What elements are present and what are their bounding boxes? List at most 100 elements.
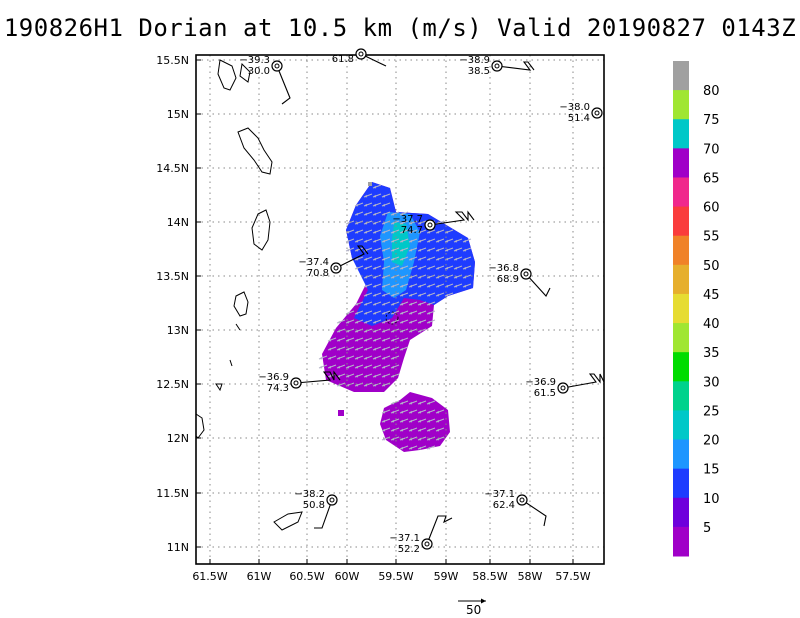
station-marker <box>424 219 436 231</box>
colorbar-segment <box>673 119 689 149</box>
station-marker <box>557 382 569 394</box>
station-wind: 62.4 <box>493 500 515 511</box>
station-temp: −37.1 <box>389 533 420 544</box>
station-wind: 30.0 <box>248 66 270 77</box>
island-st-vincent <box>233 291 249 317</box>
station-marker <box>516 494 528 506</box>
colorbar-segment <box>673 410 689 441</box>
wind-barb <box>525 273 551 297</box>
wind-barb <box>562 373 605 389</box>
island-st-lucia <box>251 209 271 251</box>
lon-label: 61W <box>247 570 272 583</box>
station-wind: 51.4 <box>568 113 590 124</box>
colorbar-segment <box>673 90 689 120</box>
colorbar-label: 65 <box>703 171 720 186</box>
station: 61.8 <box>332 48 387 67</box>
reference-vector-label: 50 <box>466 603 481 617</box>
colorbar-segment <box>673 293 689 324</box>
station-wind: 61.5 <box>534 388 556 399</box>
lat-label: 11N <box>167 541 189 554</box>
lat-label: 14.5N <box>156 162 189 175</box>
wind-barb <box>295 370 341 384</box>
station-temp: −36.9 <box>258 372 289 383</box>
station-temp: −38.0 <box>559 102 590 113</box>
station-temp: −36.8 <box>488 263 519 274</box>
station: −37.152.2 <box>389 515 453 555</box>
station: −36.974.3 <box>258 370 341 394</box>
colorbar-label: 80 <box>703 84 720 99</box>
station-temp: −39.3 <box>239 55 270 66</box>
station-marker <box>520 268 532 280</box>
station-marker <box>491 60 503 72</box>
colorbar-label: 45 <box>703 288 720 303</box>
gridlines <box>196 55 604 564</box>
wind-barb <box>314 499 333 529</box>
colorbar-label: 35 <box>703 346 720 361</box>
coastline <box>195 59 303 531</box>
colorbar-segment <box>673 177 689 208</box>
island-grenadines <box>215 323 241 392</box>
colorbar-segment <box>673 206 689 237</box>
longitude-labels: 61.5W 61W 60.5W 60W 59.5W 59W 58.5W 58W 57.5W <box>192 559 591 583</box>
lon-label: 59W <box>434 570 459 583</box>
plot-frame <box>195 54 605 565</box>
station-temp: −38.2 <box>294 489 325 500</box>
wind-barb <box>335 245 369 269</box>
wind-field-core-cyan <box>392 222 410 266</box>
colorbar-label: 60 <box>703 201 720 216</box>
lon-label: 60.5W <box>289 570 324 583</box>
station: −36.961.5 <box>525 373 605 399</box>
lat-label: 11.5N <box>156 487 189 500</box>
station-wind: 70.8 <box>307 268 329 279</box>
station-wind: 68.9 <box>497 274 519 285</box>
station: −37.774.7 <box>392 210 475 236</box>
wind-barb <box>426 515 453 545</box>
station: −38.938.5 <box>459 55 535 77</box>
colorbar-label: 75 <box>703 113 720 128</box>
lat-label: 15.5N <box>156 54 189 67</box>
lat-label: 14N <box>167 216 189 229</box>
colorbar-label: 15 <box>703 463 720 478</box>
colorbar-segment <box>673 439 689 470</box>
station-marker <box>421 538 433 550</box>
latitude-labels: 15.5N 15N 14.5N 14N 13.5N 13N 12.5N 12N 11.5N 11N <box>156 54 201 554</box>
colorbar-segment <box>673 235 689 266</box>
colorbar-segment <box>673 264 689 295</box>
station-marker <box>326 494 338 506</box>
station: −36.868.9 <box>488 263 551 297</box>
colorbar: 80 75 70 65 60 55 50 45 40 35 30 25 20 15 10 5 <box>673 61 720 557</box>
lat-label: 13N <box>167 324 189 337</box>
colorbar-label: 70 <box>703 142 720 157</box>
colorbar-label: 40 <box>703 317 720 332</box>
station: −39.330.0 <box>239 55 291 105</box>
colorbar-segment <box>673 381 689 411</box>
observation-stations: −39.330.0 61.8 −38.938.5 −38.051.4 −37.774.7… <box>239 48 605 555</box>
colorbar-label: 50 <box>703 259 720 274</box>
wind-arrows <box>318 184 472 450</box>
lat-label: 12.5N <box>156 378 189 391</box>
colorbar-label: 25 <box>703 404 720 419</box>
lon-label: 61.5W <box>192 570 227 583</box>
wind-barb <box>429 210 475 226</box>
reference-vector: 50 <box>458 598 486 617</box>
plot-title: 190826H1 Dorian at 10.5 km (m/s) Valid 2… <box>3 14 797 42</box>
station-marker <box>330 262 342 274</box>
station-marker <box>355 48 367 60</box>
lon-label: 58.5W <box>472 570 507 583</box>
station-wind: 52.2 <box>398 544 420 555</box>
station-marker <box>591 107 603 119</box>
wind-field-south <box>380 392 450 452</box>
lon-label: 60W <box>335 570 360 583</box>
colorbar-label: 10 <box>703 492 720 507</box>
colorbar-segment <box>673 497 689 528</box>
lat-label: 13.5N <box>156 270 189 283</box>
lon-label: 57.5W <box>555 570 590 583</box>
island-guadeloupe <box>217 59 237 91</box>
station-temp: −36.9 <box>525 377 556 388</box>
colorbar-label: 5 <box>703 521 711 536</box>
station-wind: 61.8 <box>332 54 354 65</box>
station: −38.250.8 <box>294 489 338 529</box>
station: −37.162.4 <box>484 489 547 527</box>
station-wind: 74.7 <box>401 225 423 236</box>
